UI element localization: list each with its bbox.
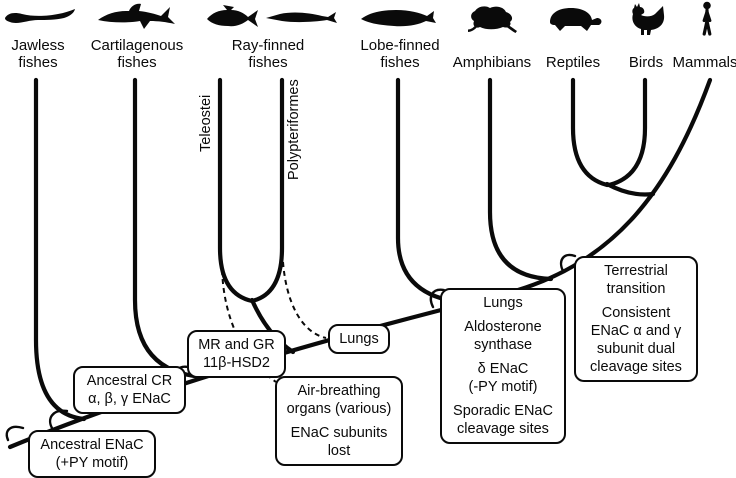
taxon-label-lobe-finned-fishes: Lobe-finned fishes bbox=[360, 37, 439, 71]
note-line: transition bbox=[606, 281, 666, 297]
note-mr-gr: MR and GR 11β-HSD2 bbox=[187, 330, 286, 378]
lamprey-icon bbox=[5, 9, 75, 23]
taxon-label-line: fishes bbox=[117, 54, 157, 71]
note-line: ENaC α and γ bbox=[590, 323, 682, 339]
note-line: (-PY motif) bbox=[468, 379, 538, 395]
taxon-label-ray-finned-fishes: Ray-finned fishes bbox=[232, 37, 305, 71]
taxon-label-mammals: Mammals bbox=[672, 54, 736, 71]
turtle-icon bbox=[550, 8, 602, 31]
taxon-label-line: Birds bbox=[628, 54, 664, 71]
shark-icon bbox=[98, 3, 175, 29]
note-line: ENaC subunits bbox=[290, 425, 388, 441]
taxon-label-line: Reptiles bbox=[545, 54, 601, 71]
branch-lobefinned-line bbox=[395, 77, 471, 306]
hook-ancestral-enac bbox=[5, 425, 25, 442]
taxon-label-line: fishes bbox=[18, 54, 58, 71]
taxon-label-reptiles: Reptiles bbox=[546, 54, 600, 71]
taxon-label-birds: Birds bbox=[629, 54, 663, 71]
taxon-label-line: Ray-finned bbox=[231, 37, 305, 54]
note-line: Lungs bbox=[339, 331, 379, 347]
note-line: Ancestral ENaC bbox=[40, 437, 144, 453]
note-line: Air-breathing bbox=[297, 383, 381, 399]
lobe-finned-fish-icon bbox=[361, 10, 436, 27]
branch-reptile-bird-stem-line bbox=[604, 181, 656, 197]
taxon-label-jawless-fishes: Jawless fishes bbox=[11, 37, 64, 71]
note-line: Consistent bbox=[601, 305, 671, 321]
branch-polypteriformes-line bbox=[249, 77, 285, 304]
taxon-label-line: fishes bbox=[248, 54, 288, 71]
note-ancestral-enac: Ancestral ENaC (+PY motif) bbox=[28, 430, 156, 478]
note-lungs-aldosterone: Lungs Aldosterone synthase δ ENaC (-PY m… bbox=[440, 288, 566, 444]
hook-ancestral-cr bbox=[48, 409, 69, 430]
note-line: Lungs bbox=[483, 295, 523, 311]
note-terrestrial-transition: Terrestrial transition Consistent ENaC α… bbox=[574, 256, 698, 382]
branch-cartilagenous-line bbox=[132, 77, 206, 380]
taxon-label-line: fishes bbox=[380, 54, 420, 71]
branch-rayfinned-stem-line bbox=[249, 297, 296, 355]
taxon-label-line: Cartilagenous bbox=[90, 37, 184, 54]
branch-teleostei-line bbox=[217, 77, 255, 304]
branch-bird-line bbox=[606, 77, 648, 188]
sturgeon-icon bbox=[266, 12, 337, 23]
note-line: Aldosterone bbox=[464, 319, 542, 335]
clade-label-teleostei: Teleostei bbox=[198, 94, 214, 152]
note-line: cleavage sites bbox=[457, 421, 549, 437]
ray-finned-fish-icon bbox=[207, 5, 258, 27]
note-line: α, β, γ ENaC bbox=[88, 391, 171, 407]
note-line: δ ENaC bbox=[477, 361, 529, 377]
note-line: organs (various) bbox=[286, 401, 392, 417]
note-line: synthase bbox=[473, 337, 533, 353]
human-icon bbox=[702, 1, 712, 36]
note-air-breathing: Air-breathing organs (various) ENaC subu… bbox=[275, 376, 403, 466]
hook-terrestrial bbox=[559, 253, 577, 273]
note-line: Ancestral CR bbox=[86, 373, 173, 389]
note-line: (+PY motif) bbox=[55, 455, 129, 471]
taxon-label-amphibians: Amphibians bbox=[453, 54, 531, 71]
branch-jawless-line bbox=[33, 77, 87, 422]
note-line: cleavage sites bbox=[590, 359, 682, 375]
branch-amphibian-line bbox=[487, 77, 554, 282]
taxon-label-line: Amphibians bbox=[452, 54, 532, 71]
frog-icon bbox=[468, 6, 517, 33]
hook-lungs-aldosterone bbox=[429, 288, 446, 309]
branch-reptile-line bbox=[570, 77, 610, 188]
chicken-icon bbox=[632, 3, 665, 35]
clade-label-polypteriformes: Polypteriformes bbox=[286, 79, 302, 180]
taxon-label-line: Jawless bbox=[11, 37, 65, 54]
note-line: lost bbox=[327, 443, 351, 459]
taxon-label-line: Mammals bbox=[672, 54, 736, 71]
note-line: 11β-HSD2 bbox=[203, 355, 270, 371]
note-line: Sporadic ENaC bbox=[453, 403, 553, 419]
note-line: subunit dual bbox=[596, 341, 676, 357]
note-line: Terrestrial bbox=[604, 263, 668, 279]
note-ancestral-cr: Ancestral CR α, β, γ ENaC bbox=[73, 366, 186, 414]
dashed-connector-lungs bbox=[282, 261, 327, 339]
note-lungs: Lungs bbox=[328, 324, 390, 354]
taxon-label-line: Lobe-finned bbox=[360, 37, 440, 54]
taxon-label-cartilagenous-fishes: Cartilagenous fishes bbox=[91, 37, 184, 71]
note-line: MR and GR bbox=[198, 337, 275, 353]
